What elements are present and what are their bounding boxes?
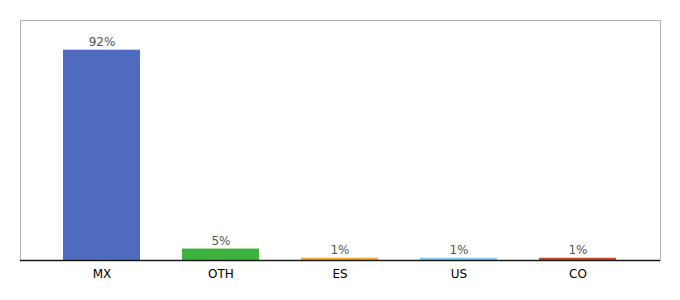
- svg-text:92%: 92%: [89, 35, 116, 49]
- svg-text:US: US: [451, 267, 467, 281]
- svg-text:1%: 1%: [330, 243, 349, 257]
- svg-text:1%: 1%: [449, 243, 468, 257]
- svg-text:5%: 5%: [211, 234, 230, 248]
- svg-text:OTH: OTH: [208, 267, 234, 281]
- svg-text:MX: MX: [93, 267, 112, 281]
- svg-text:1%: 1%: [568, 243, 587, 257]
- svg-text:CO: CO: [569, 267, 587, 281]
- svg-text:ES: ES: [332, 267, 347, 281]
